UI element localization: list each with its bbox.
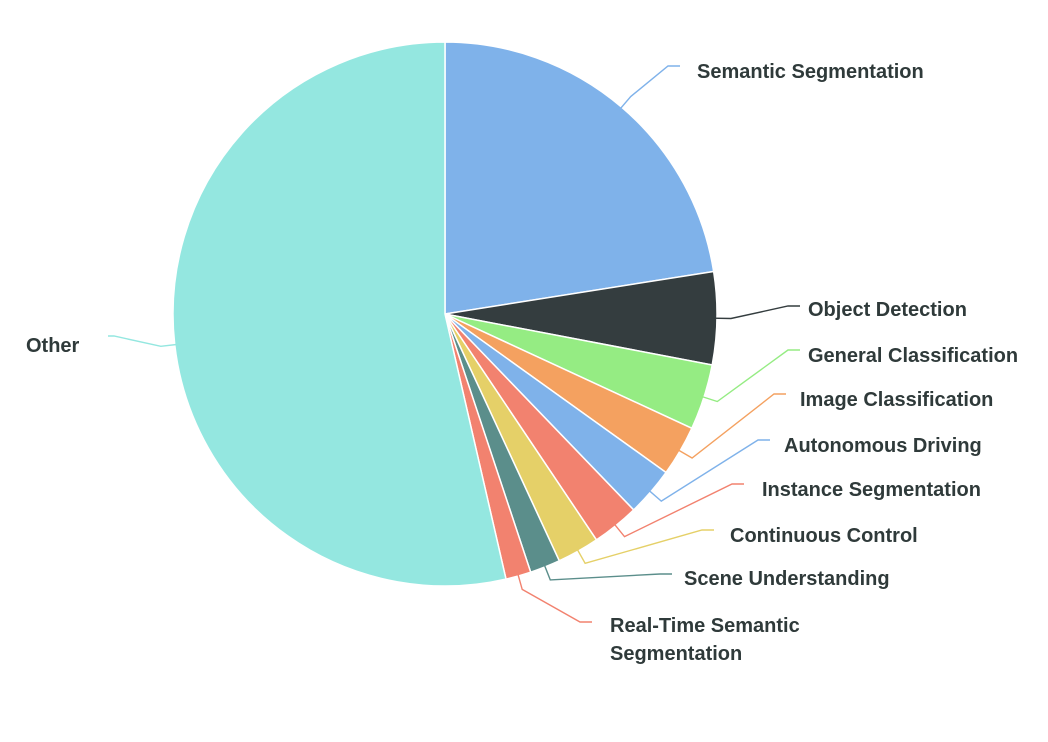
label-real-time-semantic-segmentation: Real-Time Semantic Segmentation — [610, 615, 805, 665]
label-continuous-control: Continuous Control — [730, 525, 918, 547]
leader-line-continuous-control — [575, 529, 714, 565]
label-general-classification: General Classification — [808, 345, 1018, 367]
label-object-detection: Object Detection — [808, 299, 967, 321]
leader-lines — [108, 65, 800, 623]
pie-slices — [172, 41, 718, 587]
leader-line-real-time-semantic-segmentation — [516, 571, 592, 623]
leader-line-scene-understanding — [543, 562, 672, 581]
label-scene-understanding: Scene Understanding — [684, 568, 890, 590]
leader-line-general-classification — [699, 349, 800, 403]
label-autonomous-driving: Autonomous Driving — [784, 435, 982, 457]
label-instance-segmentation: Instance Segmentation — [762, 479, 981, 501]
slice-labels: Semantic Segmentation Object Detection G… — [26, 61, 1018, 665]
leader-line-instance-segmentation — [612, 483, 744, 538]
leader-line-autonomous-driving — [647, 439, 770, 502]
leader-line-object-detection — [712, 305, 800, 320]
label-semantic-segmentation: Semantic Segmentation — [697, 61, 924, 83]
slice-semantic-segmentation — [444, 41, 715, 315]
leader-line-semantic-segmentation — [618, 65, 680, 111]
leader-line-image-classification — [676, 393, 786, 459]
leader-line-other — [108, 335, 179, 347]
label-image-classification: Image Classification — [800, 389, 993, 411]
label-other: Other — [26, 335, 80, 357]
